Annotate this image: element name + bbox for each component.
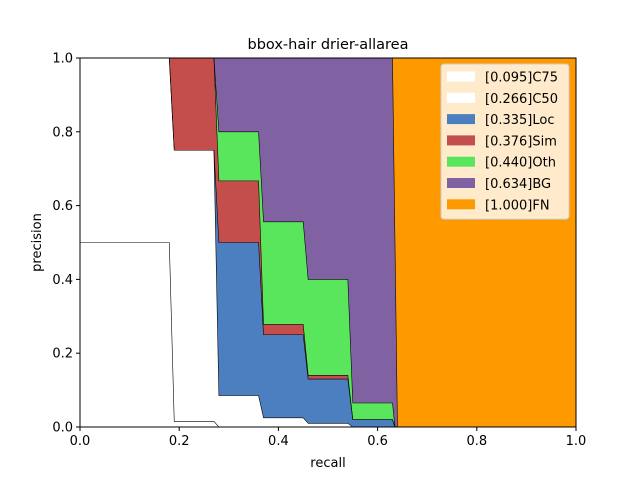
legend-swatch-0-266-c50 <box>447 92 475 103</box>
x-tick-label: 0.8 <box>466 434 487 449</box>
y-tick-label: 0.0 <box>52 421 73 436</box>
legend-swatch-0-440-oth <box>447 156 475 167</box>
legend-swatch-0-376-sim <box>447 135 475 146</box>
legend-label-1-000-fn: [1.000]FN <box>485 198 550 213</box>
y-tick-label: 0.2 <box>52 347 73 362</box>
area-0-440-oth <box>80 58 576 427</box>
legend-swatch-1-000-fn <box>447 199 475 210</box>
plot-frame <box>79 57 577 428</box>
x-tick-label: 0.2 <box>169 434 190 449</box>
y-axis-label: precision <box>30 213 45 272</box>
legend-label-0-440-oth: [0.440]Oth <box>485 156 556 171</box>
legend-label-0-376-sim: [0.376]Sim <box>485 134 557 149</box>
y-tick-label: 1.0 <box>52 52 73 67</box>
x-tick-label: 1.0 <box>566 434 587 449</box>
legend-swatch-0-335-loc <box>447 114 475 125</box>
legend-swatch-0-634-bg <box>447 178 475 188</box>
y-axis: 0.0 0.2 0.4 0.6 0.8 1.0 <box>52 52 80 436</box>
legend-label-0-266-c50: [0.266]C50 <box>485 92 558 107</box>
legend-label-0-095-c75: [0.095]C75 <box>485 71 558 86</box>
area-0-095-c75 <box>80 242 576 427</box>
legend-label-0-634-bg: [0.634]BG <box>485 177 551 192</box>
chart-title: bbox-hair drier-allarea <box>248 37 409 53</box>
legend-swatch-0-095-c75 <box>447 71 475 82</box>
legend-label-0-335-loc: [0.335]Loc <box>485 113 554 128</box>
y-tick-label: 0.6 <box>52 199 73 214</box>
x-tick-label: 0.0 <box>70 434 91 449</box>
x-axis: 0.0 0.2 0.4 0.6 0.8 1.0 <box>70 427 587 449</box>
y-tick-label: 0.4 <box>52 273 73 288</box>
area-0-634-bg <box>80 58 576 427</box>
x-tick-label: 0.6 <box>367 434 388 449</box>
legend: [0.095]C75 [0.266]C50 [0.335]Loc [0.376]Sim… <box>440 63 570 220</box>
y-tick-label: 0.8 <box>52 125 73 140</box>
x-axis-label: recall <box>310 456 345 471</box>
x-tick-label: 0.4 <box>268 434 289 449</box>
